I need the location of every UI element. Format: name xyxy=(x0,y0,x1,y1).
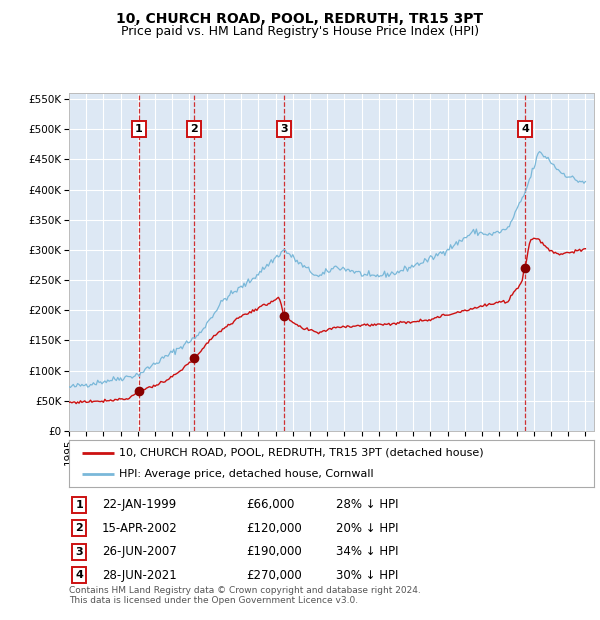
Text: 28-JUN-2021: 28-JUN-2021 xyxy=(102,569,177,582)
Text: 2: 2 xyxy=(191,124,199,134)
Text: This data is licensed under the Open Government Licence v3.0.: This data is licensed under the Open Gov… xyxy=(69,596,358,606)
Text: £120,000: £120,000 xyxy=(246,522,302,534)
Text: 1: 1 xyxy=(76,500,83,510)
Text: £66,000: £66,000 xyxy=(246,498,295,511)
Text: £270,000: £270,000 xyxy=(246,569,302,582)
Text: Price paid vs. HM Land Registry's House Price Index (HPI): Price paid vs. HM Land Registry's House … xyxy=(121,25,479,38)
Text: 22-JAN-1999: 22-JAN-1999 xyxy=(102,498,176,511)
Text: 30% ↓ HPI: 30% ↓ HPI xyxy=(336,569,398,582)
Text: 10, CHURCH ROAD, POOL, REDRUTH, TR15 3PT (detached house): 10, CHURCH ROAD, POOL, REDRUTH, TR15 3PT… xyxy=(119,448,484,458)
Text: 28% ↓ HPI: 28% ↓ HPI xyxy=(336,498,398,511)
Text: 20% ↓ HPI: 20% ↓ HPI xyxy=(336,522,398,534)
Text: 4: 4 xyxy=(521,124,529,134)
Text: 4: 4 xyxy=(75,570,83,580)
Text: 10, CHURCH ROAD, POOL, REDRUTH, TR15 3PT: 10, CHURCH ROAD, POOL, REDRUTH, TR15 3PT xyxy=(116,12,484,27)
Text: 3: 3 xyxy=(76,547,83,557)
Text: 2: 2 xyxy=(76,523,83,533)
Text: Contains HM Land Registry data © Crown copyright and database right 2024.: Contains HM Land Registry data © Crown c… xyxy=(69,586,421,595)
Text: £190,000: £190,000 xyxy=(246,546,302,558)
Text: 34% ↓ HPI: 34% ↓ HPI xyxy=(336,546,398,558)
Text: 3: 3 xyxy=(280,124,288,134)
Text: 1: 1 xyxy=(135,124,143,134)
Text: 26-JUN-2007: 26-JUN-2007 xyxy=(102,546,177,558)
Text: HPI: Average price, detached house, Cornwall: HPI: Average price, detached house, Corn… xyxy=(119,469,373,479)
Text: 15-APR-2002: 15-APR-2002 xyxy=(102,522,178,534)
